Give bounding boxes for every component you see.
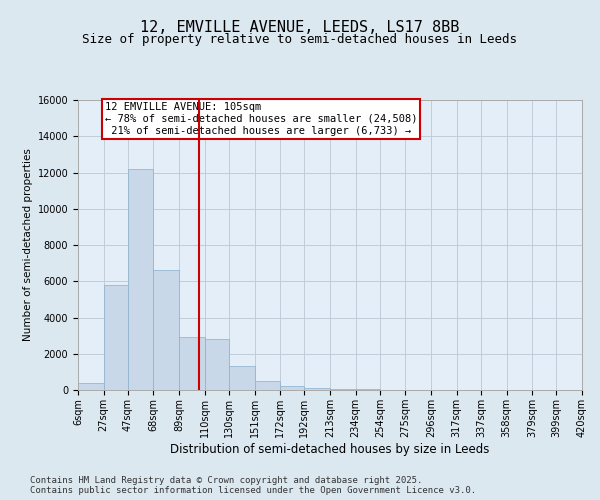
Bar — [128, 169, 154, 390]
Bar — [304, 388, 330, 390]
Bar — [229, 366, 254, 390]
Text: 12, EMVILLE AVENUE, LEEDS, LS17 8BB: 12, EMVILLE AVENUE, LEEDS, LS17 8BB — [140, 20, 460, 35]
Bar — [280, 386, 304, 390]
X-axis label: Distribution of semi-detached houses by size in Leeds: Distribution of semi-detached houses by … — [170, 442, 490, 456]
Bar — [78, 383, 104, 390]
Bar — [179, 338, 205, 390]
Bar — [330, 389, 356, 390]
Bar — [254, 381, 280, 390]
Bar — [154, 270, 179, 390]
Text: 12 EMVILLE AVENUE: 105sqm
← 78% of semi-detached houses are smaller (24,508)
 21: 12 EMVILLE AVENUE: 105sqm ← 78% of semi-… — [105, 102, 417, 136]
Bar — [104, 285, 128, 390]
Text: Contains HM Land Registry data © Crown copyright and database right 2025.
Contai: Contains HM Land Registry data © Crown c… — [30, 476, 476, 495]
Text: Size of property relative to semi-detached houses in Leeds: Size of property relative to semi-detach… — [83, 34, 517, 46]
Bar — [205, 339, 229, 390]
Y-axis label: Number of semi-detached properties: Number of semi-detached properties — [23, 148, 34, 342]
